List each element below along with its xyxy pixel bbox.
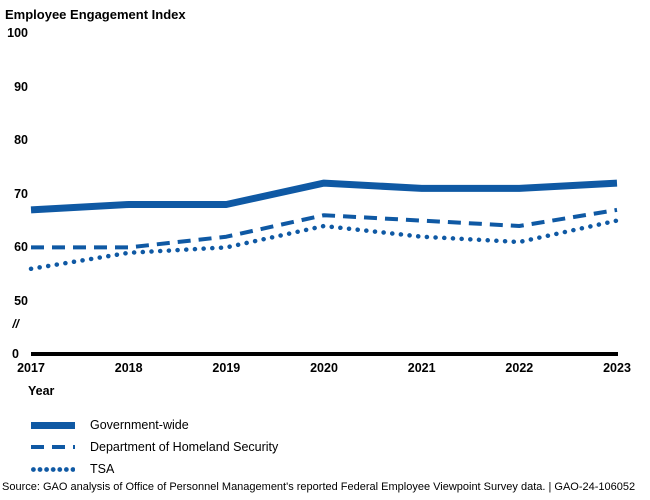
series-line-department-of-homeland-security [31,207,618,250]
legend-label: Department of Homeland Security [90,440,279,454]
legend-item-government-wide: Government-wide [31,414,278,436]
series-line-government-wide [30,179,618,214]
solid-line-swatch-icon [31,421,75,429]
source-note: Source: GAO analysis of Office of Person… [2,481,636,493]
x-axis-title: Year [28,384,55,398]
dotted-line-swatch-icon [31,466,75,472]
x-axis-tick-label: 2019 [212,361,241,375]
chart-title: Employee Engagement Index [5,7,186,22]
dashed-line-swatch-icon [31,445,75,449]
x-axis-tick-label: 2021 [407,361,436,375]
legend: Government-wide Department of Homeland S… [31,414,278,480]
x-axis-tick-label: 2017 [17,361,45,375]
x-axis-tick-label: 2018 [114,361,143,375]
legend-label: Government-wide [90,418,189,432]
legend-item-tsa: TSA [31,458,278,480]
y-axis-zero-label: 0 [12,347,19,361]
series-line-tsa [28,218,620,272]
y-axis-tick-label: 100 [7,26,28,40]
y-axis-tick-label: 80 [14,133,28,148]
y-axis-tick-label: 70 [14,186,28,201]
legend-item-dhs: Department of Homeland Security [31,436,278,458]
y-axis-tick-label: 60 [14,240,28,255]
legend-label: TSA [90,462,115,476]
y-axis-break-symbol: // [12,317,19,331]
x-axis-tick-label: 2022 [505,361,534,375]
x-axis-tick-label: 2020 [310,361,338,375]
x-axis-tick-label: 2023 [603,361,631,375]
y-axis-tick-label: 50 [14,294,28,308]
y-axis-tick-label: 90 [14,79,28,94]
